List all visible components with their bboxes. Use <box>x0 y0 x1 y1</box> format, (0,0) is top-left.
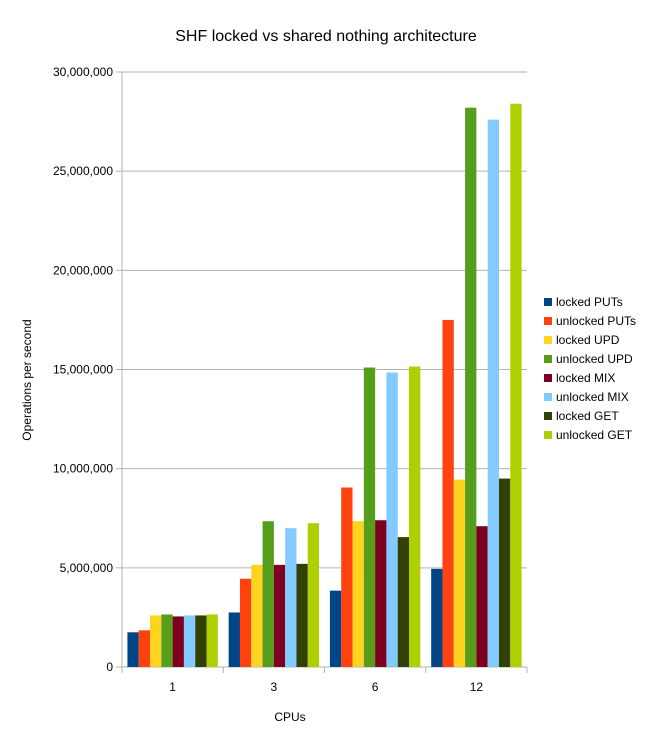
bar <box>352 521 364 667</box>
legend-label: locked UPD <box>556 333 620 347</box>
bar <box>183 615 196 667</box>
legend-label: locked GET <box>556 409 619 423</box>
bar <box>465 107 477 667</box>
y-tick-label: 15,000,000 <box>53 363 113 377</box>
y-tick-label: 5,000,000 <box>60 561 114 575</box>
bar <box>453 479 466 667</box>
y-tick-label: 30,000,000 <box>53 65 113 79</box>
bar <box>195 615 207 667</box>
bar <box>375 520 387 667</box>
bar <box>409 366 421 667</box>
gridlines <box>116 71 528 673</box>
legend-swatch <box>544 336 552 344</box>
legend-label: unlocked MIX <box>556 390 629 404</box>
bar <box>341 487 353 667</box>
x-tick-label: 1 <box>169 680 176 694</box>
x-tick-label: 3 <box>271 680 278 694</box>
legend-label: unlocked GET <box>556 428 633 442</box>
legend: locked PUTs unlocked PUTs locked UPD unlock… <box>544 295 636 442</box>
legend-label: unlocked PUTs <box>556 314 636 328</box>
bar <box>228 612 240 667</box>
y-tick-label: 25,000,000 <box>53 164 113 178</box>
bar <box>431 568 443 667</box>
x-axis-label: CPUs <box>274 710 305 724</box>
bar <box>239 578 252 667</box>
legend-swatch <box>544 317 552 325</box>
bar <box>150 615 162 667</box>
bar <box>285 528 297 667</box>
bar <box>296 563 308 667</box>
legend-label: locked MIX <box>556 371 615 385</box>
y-axis-label: Operations per second <box>20 319 34 440</box>
legend-label: locked PUTs <box>556 295 623 309</box>
legend-swatch <box>544 355 552 363</box>
legend-swatch <box>544 298 552 306</box>
bar <box>273 564 286 667</box>
bar <box>138 630 151 667</box>
bar <box>161 614 173 667</box>
x-tick-label: 12 <box>470 680 484 694</box>
bar <box>397 537 410 667</box>
x-tick-label: 6 <box>372 680 379 694</box>
x-tick-labels: 1 3 6 12 <box>169 680 483 694</box>
bar <box>487 119 499 668</box>
y-tick-label: 10,000,000 <box>53 462 113 476</box>
bar <box>251 564 263 667</box>
bar <box>363 367 376 667</box>
bar <box>127 632 139 667</box>
bar <box>172 616 184 667</box>
legend-label: unlocked UPD <box>556 352 633 366</box>
bar <box>262 521 274 667</box>
bar <box>510 103 522 667</box>
y-tick-labels: 0 5,000,000 10,000,000 15,000,000 20,000,000… <box>53 65 113 674</box>
legend-swatch <box>544 374 552 382</box>
chart-title: SHF locked vs shared nothing architectur… <box>175 28 477 45</box>
y-tick-label: 20,000,000 <box>53 263 113 277</box>
bar <box>442 319 454 667</box>
bars <box>127 103 522 668</box>
legend-swatch <box>544 431 552 439</box>
y-tick-label: 0 <box>106 660 113 674</box>
bar <box>386 372 398 667</box>
bar <box>307 523 320 667</box>
legend-swatch <box>544 393 552 401</box>
bar <box>476 526 488 667</box>
bar <box>206 614 218 667</box>
legend-swatch <box>544 412 552 420</box>
bar <box>329 590 342 667</box>
bar <box>498 478 511 667</box>
